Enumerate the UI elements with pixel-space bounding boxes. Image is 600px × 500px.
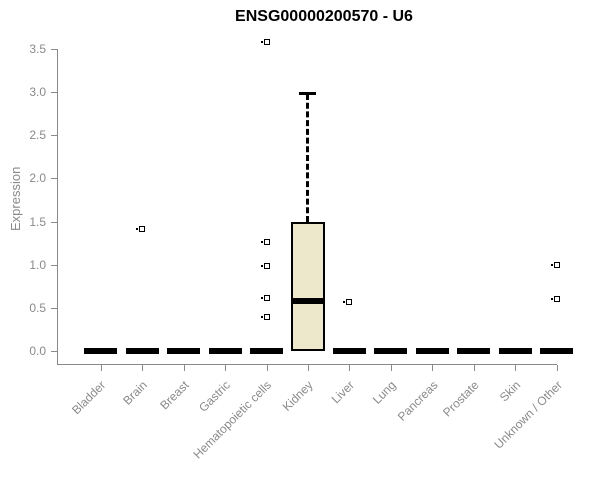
collapsed-box <box>332 348 366 354</box>
chart-title: ENSG00000200570 - U6 <box>235 8 413 25</box>
collapsed-box <box>208 348 242 354</box>
y-tick-label: 2.5 <box>29 128 46 143</box>
x-tick <box>142 365 144 371</box>
x-tick-label-pancreas: Pancreas <box>394 378 441 424</box>
x-tick <box>432 365 434 371</box>
x-axis-line <box>57 364 557 365</box>
x-tick-label-kidney: Kidney <box>280 378 316 414</box>
outlier-point-dash <box>550 263 553 266</box>
collapsed-box <box>250 348 283 354</box>
x-tick-label-skin: Skin <box>496 378 524 405</box>
x-tick-label-bladder: Bladder <box>69 378 109 418</box>
outlier-point <box>139 226 146 233</box>
x-tick <box>515 365 517 371</box>
x-tick-label-liver: Liver <box>329 378 358 407</box>
whisker-line <box>306 94 310 222</box>
outlier-point-dash <box>136 228 139 231</box>
y-tick <box>51 178 57 180</box>
outlier-point-dash <box>260 241 263 244</box>
outlier-point <box>263 263 270 270</box>
outlier-point <box>263 314 270 321</box>
median-line <box>290 297 325 304</box>
whisker-cap <box>299 92 317 96</box>
collapsed-box <box>415 348 449 354</box>
x-tick <box>473 365 475 371</box>
outlier-point-dash <box>550 298 553 301</box>
outlier-point-dash <box>260 297 263 300</box>
outlier-point-dash <box>260 41 263 44</box>
x-tick <box>556 365 558 371</box>
outlier-point <box>263 295 270 302</box>
x-tick-label-lung: Lung <box>369 378 399 407</box>
y-tick-label: 3.5 <box>29 41 46 56</box>
y-tick-label: 1.0 <box>29 257 46 272</box>
collapsed-box <box>498 348 532 354</box>
y-tick <box>51 92 57 94</box>
outlier-point-dash <box>260 265 263 268</box>
outlier-point <box>553 296 560 303</box>
x-tick <box>266 365 268 371</box>
x-tick-label-prostate: Prostate <box>440 378 482 420</box>
outlier-point-dash <box>343 300 346 303</box>
outlier-point <box>553 261 560 268</box>
x-tick-label-breast: Breast <box>157 378 192 413</box>
outlier-point-dash <box>260 316 263 319</box>
outlier-point <box>263 239 270 246</box>
y-tick <box>51 307 57 309</box>
x-tick <box>307 365 309 371</box>
y-tick <box>51 264 57 266</box>
x-tick <box>183 365 185 371</box>
y-tick <box>51 221 57 223</box>
outlier-point <box>263 39 270 46</box>
collapsed-box <box>457 348 491 354</box>
collapsed-box <box>540 348 574 354</box>
y-tick <box>51 48 57 50</box>
box <box>290 221 325 351</box>
collapsed-box <box>84 348 118 354</box>
y-axis-line <box>57 48 58 364</box>
x-tick <box>225 365 227 371</box>
collapsed-box <box>125 348 159 354</box>
x-tick-label-hematopoietic-cells: Hematopoietic cells <box>190 378 275 462</box>
y-tick-label: 0.0 <box>29 344 46 358</box>
y-tick-label: 3.0 <box>29 85 46 100</box>
outlier-point <box>346 298 353 305</box>
collapsed-box <box>374 348 408 354</box>
x-tick <box>349 365 351 371</box>
y-tick-label: 2.0 <box>29 171 46 186</box>
y-tick-label: 0.5 <box>29 300 46 315</box>
y-tick-label: 1.5 <box>29 214 46 229</box>
x-tick-label-gastric: Gastric <box>196 378 233 415</box>
x-tick <box>100 365 102 371</box>
x-tick <box>390 365 392 371</box>
collapsed-box <box>167 348 201 354</box>
y-tick <box>51 351 57 352</box>
x-tick-label-brain: Brain <box>120 378 151 408</box>
y-tick <box>51 135 57 137</box>
